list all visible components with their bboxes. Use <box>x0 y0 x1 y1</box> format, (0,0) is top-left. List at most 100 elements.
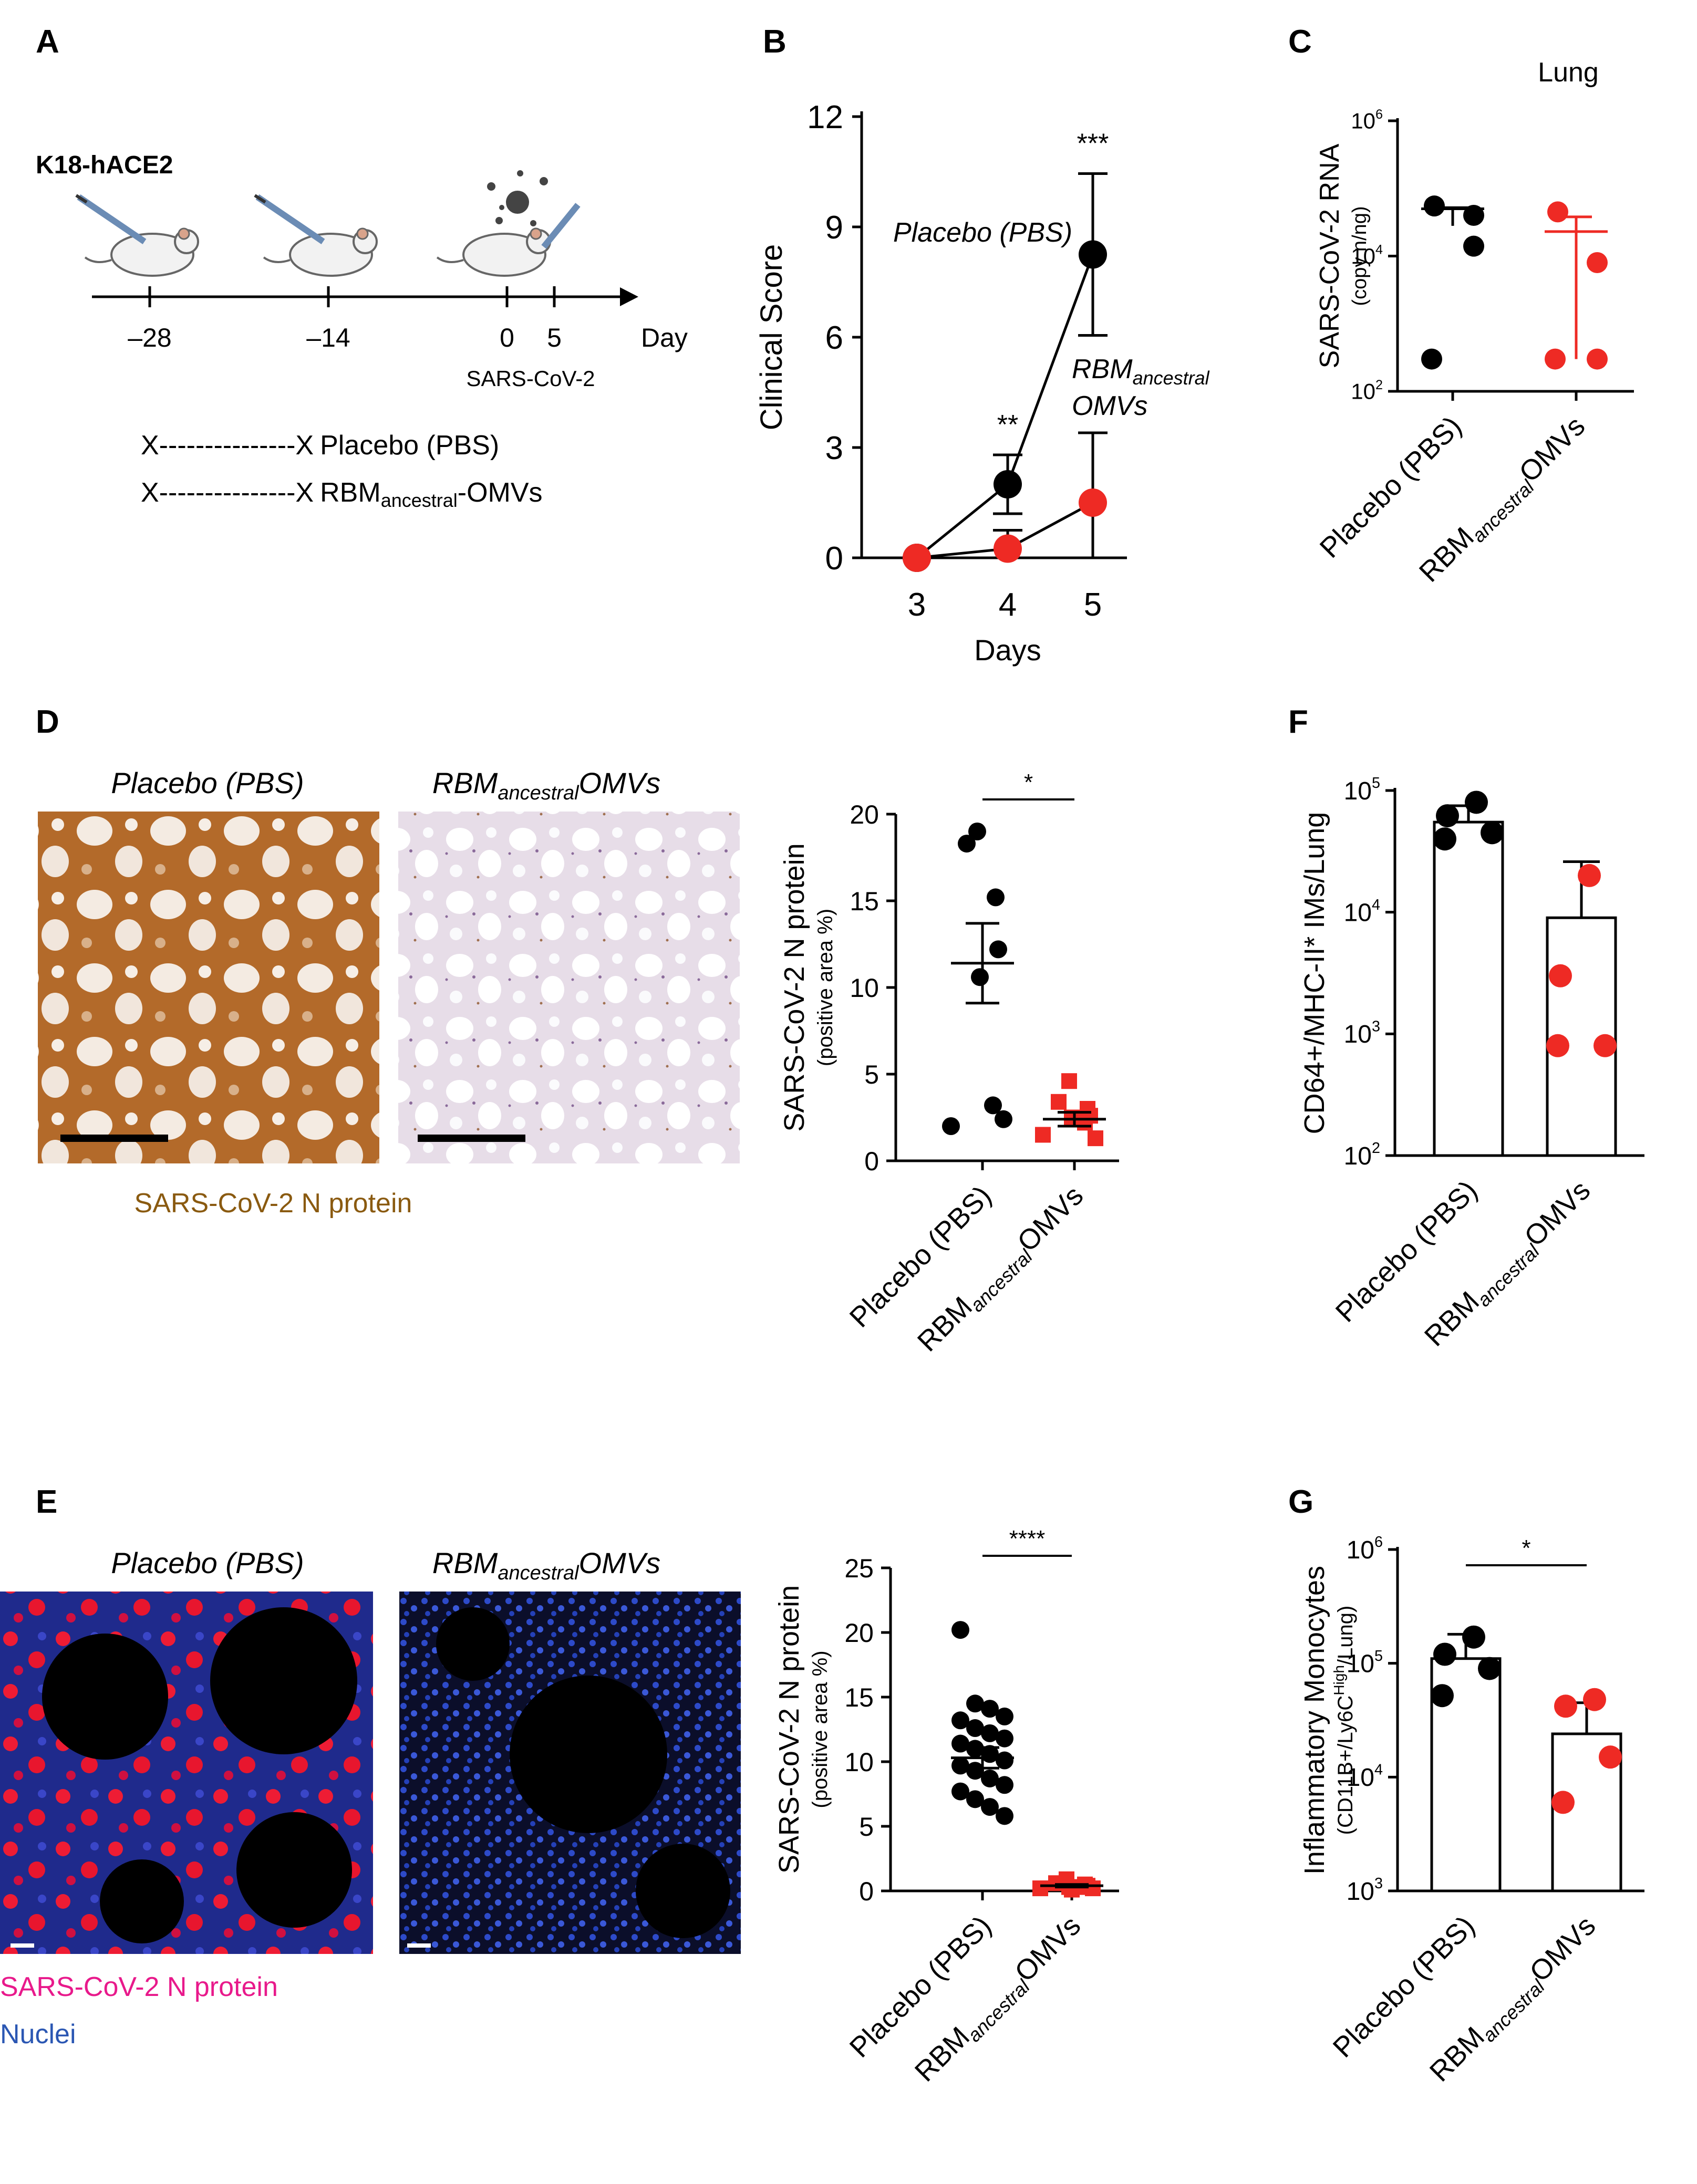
bar <box>1433 820 1504 1157</box>
data-point <box>996 1776 1013 1794</box>
y-tick-label: 10 <box>844 1748 874 1777</box>
data-point <box>1583 1688 1606 1711</box>
data-point <box>996 1729 1013 1748</box>
data-point <box>994 470 1022 498</box>
data-point <box>1436 804 1459 828</box>
data-point <box>966 1694 984 1713</box>
y-axis-sublabel: (CD11B+/Ly6CHigh/Lung) <box>1331 1606 1357 1835</box>
image-title-placebo: Placebo (PBS) <box>111 766 304 799</box>
y-axis-label: SARS-CoV-2 RNA <box>1315 143 1345 368</box>
data-point <box>996 1707 1013 1725</box>
data-point <box>942 1117 960 1135</box>
y-tick-label: 105 <box>1344 775 1380 805</box>
panel-d-images: Placebo (PBS) RBMancestralOMVs SARS-CoV-… <box>38 766 740 1219</box>
data-point <box>951 1756 969 1775</box>
y-axis-label: SARS-CoV-2 N protein <box>779 843 810 1131</box>
chart-b-axes: 0 3 6 9 12 3 4 5 Days Clinical Score <box>754 99 1127 667</box>
panel-letter-c: C <box>1288 24 1312 60</box>
x-category-label-omv: RBMancestralOMVs <box>912 1180 1092 1360</box>
y-tick-label: 25 <box>844 1554 874 1583</box>
x-category-label-omv: RBMancestralOMVs <box>909 1910 1090 2091</box>
x-tick-label: 3 <box>908 587 926 623</box>
x-tick-label: 5 <box>1084 587 1102 623</box>
timeline-tick--14: –14 <box>306 323 350 352</box>
ihc-caption: SARS-CoV-2 N protein <box>134 1188 412 1219</box>
if-caption-n-protein: SARS-CoV-2 N protein <box>0 1972 278 2002</box>
y-tick-label: 103 <box>1347 1875 1383 1906</box>
mouse-icon-injection-1 <box>75 194 199 277</box>
mouse-icon-injection-2 <box>254 194 378 277</box>
data-point <box>1578 864 1601 887</box>
data-point <box>987 888 1005 907</box>
y-tick-label: 12 <box>807 99 843 136</box>
y-tick-label: 6 <box>825 320 843 356</box>
y-tick-label: 105 <box>1347 1648 1383 1678</box>
y-tick-label: 15 <box>844 1683 874 1712</box>
y-tick-label: 0 <box>825 540 843 577</box>
timeline-tick-0: 0 <box>500 323 514 352</box>
syringe-icon <box>77 194 147 244</box>
significance-marker: **** <box>1009 1526 1046 1552</box>
data-point <box>981 1724 999 1742</box>
data-point <box>1551 1791 1575 1814</box>
syringe-icon <box>255 194 325 244</box>
data-point <box>1032 1880 1048 1897</box>
syringe-icon <box>541 203 581 249</box>
y-axis-label: SARS-CoV-2 N protein <box>773 1585 805 1874</box>
data-point <box>1079 488 1107 517</box>
ihc-image-placebo <box>38 812 379 1163</box>
data-point <box>1549 964 1572 987</box>
ihc-image-omv <box>398 812 740 1163</box>
data-point <box>951 1621 969 1639</box>
data-point <box>966 1762 984 1780</box>
data-point <box>996 1807 1013 1825</box>
data-point <box>1478 1657 1501 1680</box>
panel-letter-f: F <box>1288 704 1308 740</box>
data-point <box>994 534 1022 563</box>
y-tick-label: 20 <box>844 1618 874 1648</box>
significance-marker: * <box>1522 1535 1530 1561</box>
y-axis-label: CD64+/MHC-II* IMs/Lung <box>1299 812 1330 1135</box>
chart-b-plot: ***** <box>903 129 1109 572</box>
y-axis-label: Clinical Score <box>754 244 789 431</box>
y-tick-label: 9 <box>825 210 843 246</box>
y-tick-label: 3 <box>825 430 843 466</box>
data-point <box>1545 348 1566 370</box>
if-caption-nuclei: Nuclei <box>0 2019 76 2050</box>
data-point <box>1587 252 1608 273</box>
panel-e-images: Placebo (PBS) RBMancestralOMVs SARS-CoV-… <box>0 1546 741 2050</box>
data-point <box>1424 195 1445 217</box>
scale-bar <box>11 1943 34 1948</box>
data-point <box>981 1769 999 1787</box>
data-point <box>966 1719 984 1738</box>
series-label-placebo: Placebo (PBS) <box>893 217 1072 248</box>
data-point <box>903 544 931 572</box>
series-label-omv-2: OMVs <box>1072 391 1147 421</box>
data-point <box>1587 348 1608 370</box>
y-tick-label: 106 <box>1347 1534 1383 1564</box>
data-point <box>951 1711 969 1730</box>
panel-letter-e: E <box>36 1484 57 1520</box>
image-title-omv: RBMancestralOMVs <box>432 766 660 804</box>
significance-marker: * <box>1024 769 1033 795</box>
chart-g: 103 104 105 106 Inflammatory Monocytes (CD11B… <box>1299 1534 1644 2088</box>
x-axis-label: Days <box>974 633 1041 667</box>
data-point <box>1554 1694 1577 1718</box>
data-point <box>1481 821 1504 845</box>
data-point <box>958 835 976 853</box>
y-tick-label: 10 <box>850 973 879 1003</box>
data-point <box>1463 235 1484 257</box>
image-title-placebo: Placebo (PBS) <box>111 1546 304 1579</box>
y-tick-label: 15 <box>850 887 879 916</box>
data-point <box>1088 1130 1103 1147</box>
data-point <box>981 1798 999 1816</box>
panel-letter-d: D <box>36 704 59 740</box>
panel-a-schedule: K18-hACE2 <box>36 151 688 511</box>
y-tick-label: 104 <box>1347 1762 1383 1792</box>
y-tick-label: 104 <box>1344 897 1380 927</box>
chart-d: 0 5 10 15 20 SARS-CoV-2 N protein (positive ar… <box>779 769 1119 1360</box>
